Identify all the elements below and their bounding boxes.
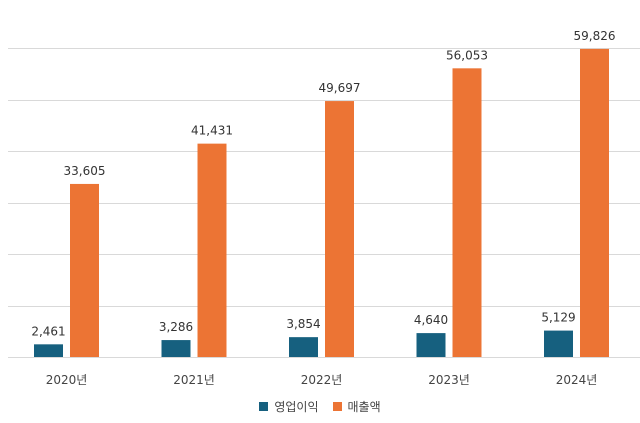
bar-operating-profit-5 <box>544 330 573 357</box>
x-tick-label-2: 2021년 <box>173 373 215 387</box>
x-tick-label-5: 2024년 <box>556 373 598 387</box>
data-label-operating-profit-1: 2,461 <box>31 324 65 338</box>
bar-operating-profit-4 <box>416 333 446 357</box>
x-tick-label-3: 2022년 <box>301 373 343 387</box>
x-tick-label-4: 2023년 <box>428 373 470 387</box>
legend: 영업이익 매출액 <box>0 396 640 416</box>
bar-revenue-1 <box>70 183 99 357</box>
bar-revenue-3 <box>325 101 354 357</box>
legend-item-operating-profit: 영업이익 <box>259 398 319 415</box>
bar-operating-profit-2 <box>161 340 191 357</box>
data-label-revenue-1: 33,605 <box>64 164 106 178</box>
data-label-revenue-5: 59,826 <box>574 29 616 43</box>
bar-revenue-5 <box>580 48 609 358</box>
bar-operating-profit-1 <box>34 344 63 357</box>
legend-label-revenue: 매출액 <box>347 399 381 414</box>
x-tick-label-1: 2020년 <box>46 373 88 387</box>
data-label-operating-profit-2: 3,286 <box>159 320 193 334</box>
gridlines <box>8 48 640 358</box>
bar-revenue-4 <box>452 68 482 357</box>
data-labels: 2,461 33,605 3,286 41,431 3,854 49,697 4,640 56… <box>31 29 615 338</box>
legend-swatch-operating-profit <box>259 401 269 411</box>
data-label-revenue-4: 56,053 <box>446 48 488 62</box>
legend-label-operating-profit: 영업이익 <box>274 399 319 414</box>
data-label-operating-profit-5: 5,129 <box>541 311 575 325</box>
x-axis-tick-labels: 2020년 2021년 2022년 2023년 2024년 <box>46 373 598 387</box>
legend-item-revenue: 매출액 <box>332 398 381 415</box>
bar-operating-profit-3 <box>289 337 318 357</box>
data-label-revenue-3: 49,697 <box>319 81 361 95</box>
data-label-revenue-2: 41,431 <box>191 124 233 138</box>
legend-swatch-revenue <box>332 401 342 411</box>
bars <box>34 48 609 358</box>
data-label-operating-profit-3: 3,854 <box>286 317 320 331</box>
data-label-operating-profit-4: 4,640 <box>414 313 448 327</box>
bar-revenue-2 <box>197 143 227 357</box>
